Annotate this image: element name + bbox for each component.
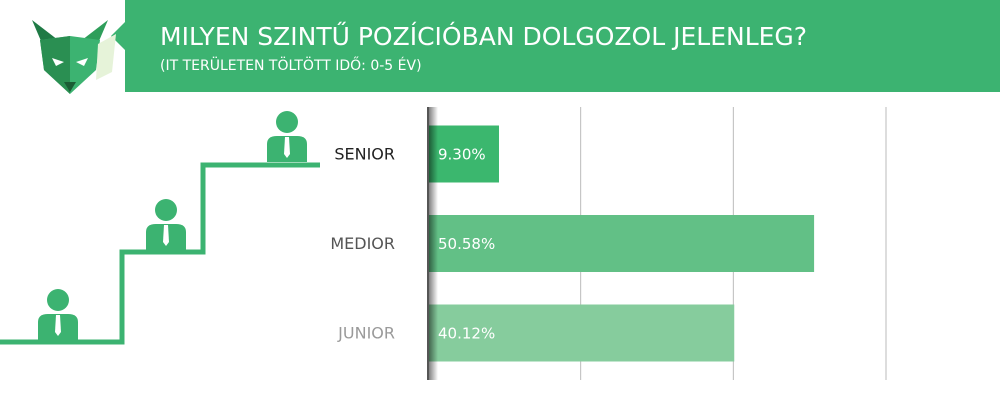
bar — [428, 215, 815, 272]
category-label: SENIOR — [334, 145, 395, 164]
bar — [428, 304, 735, 362]
value-label: 40.12% — [438, 325, 495, 343]
logo — [32, 20, 116, 94]
category-label: JUNIOR — [337, 324, 395, 343]
header-notch — [111, 22, 125, 50]
bar — [428, 125, 499, 183]
plot: 9.30% SENIOR 50.58% MEDIOR 40.12% JUNIOR — [330, 107, 887, 380]
person-icons — [38, 111, 307, 340]
stairs — [0, 162, 320, 345]
chart-subtitle: (IT TERÜLETEN TÖLTÖTT IDŐ: 0-5 ÉV) — [160, 56, 422, 74]
chart-title: MILYEN SZINTŰ POZÍCIÓBAN DOLGOZOL JELENL… — [160, 21, 807, 51]
axis-shadow — [428, 107, 438, 380]
value-label: 9.30% — [438, 146, 486, 164]
header-band — [125, 0, 1000, 92]
value-label: 50.58% — [438, 235, 495, 253]
category-label: MEDIOR — [330, 234, 395, 253]
